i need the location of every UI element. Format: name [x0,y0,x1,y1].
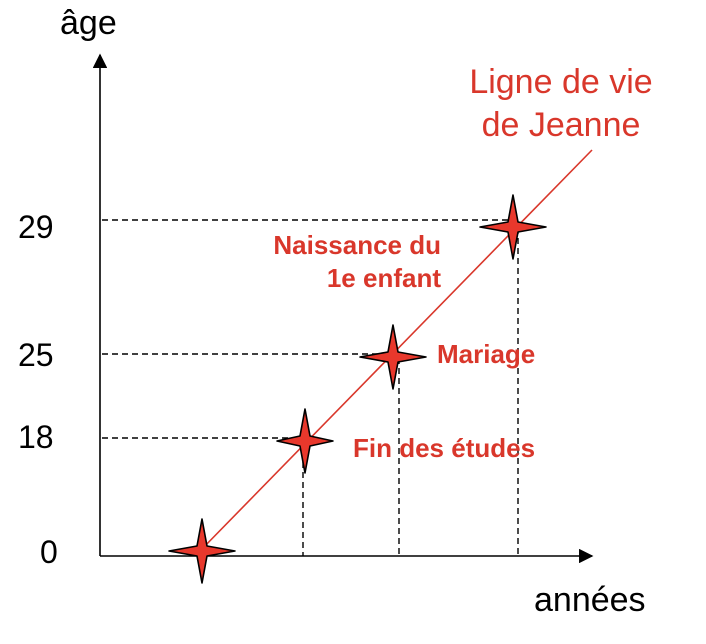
y-tick-label: 0 [40,534,58,570]
star-marker-birth [168,518,236,584]
star-marker-first-child [479,194,547,260]
y-tick-label: 18 [18,419,54,455]
y-tick-label: 29 [18,209,54,245]
event-label-first-child-line2: 1e enfant [327,263,441,293]
y-axis-label: âge [60,4,117,42]
lifeline-title-line1: Ligne de vie [469,63,652,101]
event-label-marriage: Mariage [437,339,535,369]
event-label-first-child-line1: Naissance du [273,230,441,260]
lifeline-title-line2: de Jeanne [482,106,641,144]
event-label-end-of-studies: Fin des études [353,433,535,463]
star-marker-end-of-studies [276,408,334,474]
star-marker-marriage [359,324,427,390]
y-tick-label: 25 [18,337,54,373]
guide-lines [102,219,519,556]
x-axis-label: années [534,581,646,619]
